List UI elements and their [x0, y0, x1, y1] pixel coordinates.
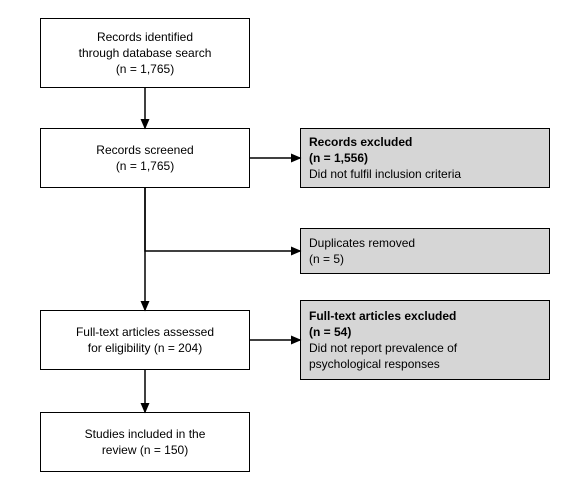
node-text-line: (n = 1,556) — [309, 150, 368, 166]
node-identified: Records identifiedthrough database searc… — [40, 18, 250, 88]
node-text-line: Did not fulfil inclusion criteria — [309, 166, 461, 182]
node-text-line: Full-text articles assessed — [76, 324, 214, 340]
node-screened: Records screened(n = 1,765) — [40, 128, 250, 188]
node-text-line: Duplicates removed — [309, 235, 415, 251]
node-text-line: (n = 1,765) — [116, 61, 174, 77]
node-text-line: Did not report prevalence of — [309, 340, 457, 356]
node-text-line: (n = 1,765) — [116, 158, 174, 174]
node-text-line: Records screened — [96, 142, 193, 158]
node-excluded-fulltext: Full-text articles excluded(n = 54)Did n… — [300, 300, 550, 380]
node-text-line: review (n = 150) — [102, 442, 188, 458]
node-text-line: Records excluded — [309, 134, 412, 150]
node-text-line: through database search — [79, 45, 212, 61]
node-text-line: psychological responses — [309, 356, 440, 372]
node-text-line: Records identified — [97, 29, 193, 45]
node-text-line: (n = 54) — [309, 324, 351, 340]
node-text-line: (n = 5) — [309, 251, 344, 267]
node-text-line: for eligibility (n = 204) — [88, 340, 202, 356]
node-fulltext-assessed: Full-text articles assessedfor eligibili… — [40, 310, 250, 370]
node-included: Studies included in thereview (n = 150) — [40, 412, 250, 472]
node-duplicates: Duplicates removed(n = 5) — [300, 228, 550, 274]
node-text-line: Studies included in the — [85, 426, 206, 442]
node-text-line: Full-text articles excluded — [309, 308, 456, 324]
node-excluded-records: Records excluded(n = 1,556)Did not fulfi… — [300, 128, 550, 188]
